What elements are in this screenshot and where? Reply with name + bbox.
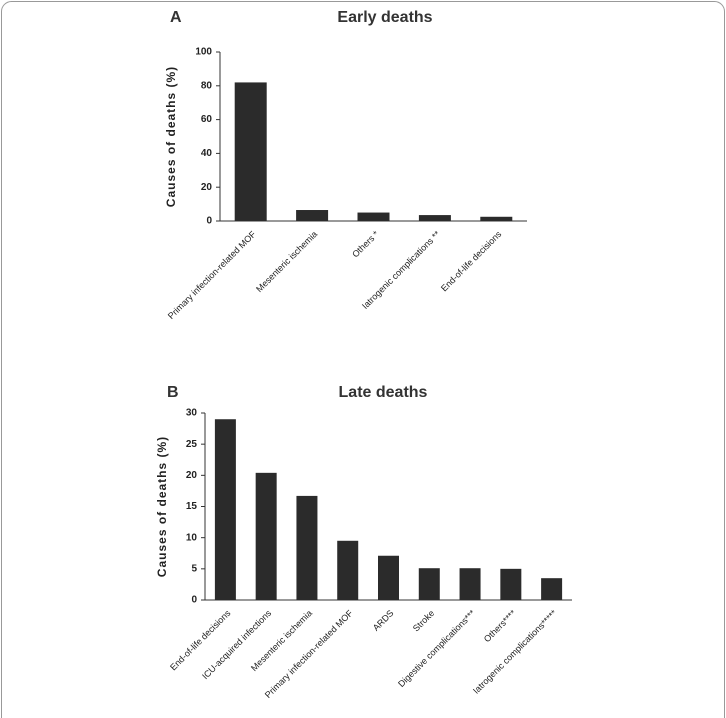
- y-axis-label: Causes of deaths (%): [155, 436, 169, 577]
- bar: [541, 578, 563, 600]
- x-tick-label: ICU-acquired infections: [200, 608, 274, 682]
- y-tick-label: 30: [186, 408, 198, 419]
- y-tick-label: 10: [186, 532, 198, 543]
- x-tick-label: ARDS: [371, 608, 396, 633]
- bar: [500, 568, 522, 600]
- y-tick-label: 60: [201, 114, 213, 125]
- x-tick-label: Iatrogenic complications*****: [471, 608, 559, 696]
- y-axis-label: Causes of deaths (%): [164, 66, 178, 207]
- chart-title: Late deaths: [339, 384, 428, 401]
- y-tick-label: 0: [191, 595, 197, 606]
- x-tick-label: Primary infection-related MOF: [263, 608, 355, 700]
- y-tick-label: 80: [201, 80, 213, 91]
- bar: [418, 215, 451, 221]
- x-tick-label: Others *: [350, 229, 381, 260]
- y-tick-label: 15: [186, 501, 198, 512]
- x-tick-label: End-of-life decisions: [439, 229, 504, 294]
- bar: [296, 210, 329, 221]
- bar: [480, 216, 513, 221]
- x-tick-label: Digestive complications***: [396, 608, 477, 689]
- chart-title: Early deaths: [337, 9, 432, 26]
- y-tick-label: 5: [191, 563, 197, 574]
- panel-label: B: [167, 384, 179, 401]
- bar: [296, 495, 318, 600]
- bar: [234, 82, 267, 221]
- y-tick-label: 100: [195, 47, 212, 58]
- y-tick-label: 0: [206, 216, 212, 227]
- bar: [357, 212, 390, 221]
- panel-label: A: [170, 9, 182, 26]
- bar: [378, 555, 399, 600]
- y-tick-label: 40: [201, 148, 213, 159]
- bar: [418, 568, 440, 600]
- y-tick-label: 25: [186, 439, 198, 450]
- x-tick-label: Mesenteric ischemia: [254, 229, 319, 294]
- y-tick-label: 20: [186, 470, 198, 481]
- y-tick-label: 20: [201, 182, 213, 193]
- bar: [459, 568, 481, 600]
- bar: [214, 419, 236, 600]
- x-tick-label: Others****: [482, 608, 518, 644]
- x-tick-label: Primary infection-related MOF: [166, 229, 258, 321]
- bar: [255, 472, 277, 600]
- x-tick-label: Stroke: [411, 608, 436, 633]
- bar: [337, 540, 359, 600]
